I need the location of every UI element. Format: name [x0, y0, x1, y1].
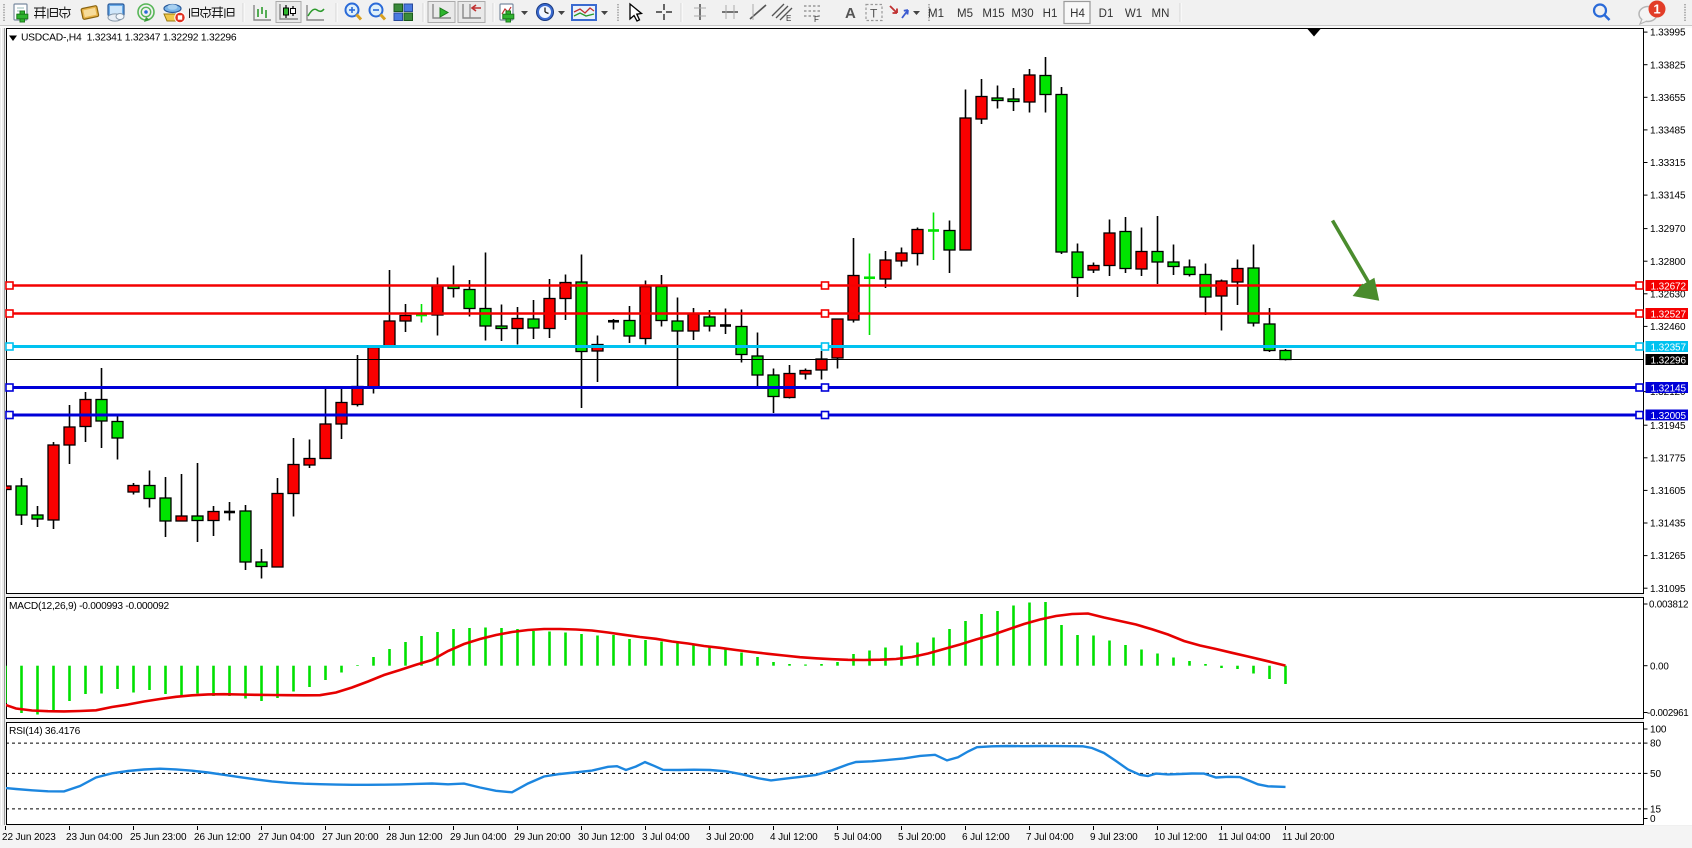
- svg-text:H1: H1: [1043, 8, 1058, 20]
- svg-text:15: 15: [1650, 805, 1661, 816]
- svg-text:23 Jun 04:00: 23 Jun 04:00: [66, 832, 123, 843]
- svg-text:M30: M30: [1011, 8, 1033, 20]
- svg-text:1.33995: 1.33995: [1650, 28, 1686, 39]
- svg-text:1.32357: 1.32357: [1651, 342, 1687, 353]
- svg-text:F: F: [814, 15, 819, 24]
- svg-text:-0.002961: -0.002961: [1647, 708, 1688, 719]
- svg-text:27 Jun 20:00: 27 Jun 20:00: [322, 832, 379, 843]
- svg-text:29 Jun 20:00: 29 Jun 20:00: [514, 832, 571, 843]
- svg-text:7 Jul 04:00: 7 Jul 04:00: [1026, 832, 1074, 843]
- svg-text:M15: M15: [982, 8, 1004, 20]
- svg-text:0.003812: 0.003812: [1649, 600, 1688, 611]
- svg-text:1.31095: 1.31095: [1650, 584, 1686, 595]
- svg-text:M5: M5: [957, 8, 973, 20]
- svg-text:4 Jul 12:00: 4 Jul 12:00: [770, 832, 818, 843]
- svg-text:22 Jun 2023: 22 Jun 2023: [2, 832, 56, 843]
- svg-text:1.32296: 1.32296: [1651, 355, 1687, 366]
- svg-text:MACD(12,26,9) -0.000993 -0.000: MACD(12,26,9) -0.000993 -0.000092: [9, 601, 170, 612]
- svg-text:1.31605: 1.31605: [1650, 486, 1686, 497]
- svg-text:E: E: [786, 14, 791, 23]
- svg-text:11 Jul 20:00: 11 Jul 20:00: [1282, 832, 1335, 843]
- svg-text:100: 100: [1650, 725, 1667, 736]
- svg-text:28 Jun 12:00: 28 Jun 12:00: [386, 832, 443, 843]
- svg-text:1.32800: 1.32800: [1650, 257, 1686, 268]
- svg-text:50: 50: [1650, 769, 1661, 780]
- svg-text:M1: M1: [928, 8, 944, 20]
- svg-text:1.32460: 1.32460: [1650, 322, 1686, 333]
- svg-text:10 Jul 12:00: 10 Jul 12:00: [1154, 832, 1208, 843]
- svg-text:1.31435: 1.31435: [1650, 519, 1686, 530]
- svg-text:1.33825: 1.33825: [1650, 60, 1686, 71]
- svg-text:0: 0: [1650, 814, 1656, 825]
- svg-text:1.31945: 1.31945: [1650, 421, 1686, 432]
- svg-text:0.00: 0.00: [1650, 661, 1669, 672]
- svg-text:25 Jun 23:00: 25 Jun 23:00: [130, 832, 187, 843]
- svg-text:1.32630: 1.32630: [1650, 289, 1686, 300]
- svg-text:1.33145: 1.33145: [1650, 191, 1686, 202]
- svg-text:W1: W1: [1125, 8, 1142, 20]
- svg-text:30 Jun 12:00: 30 Jun 12:00: [578, 832, 635, 843]
- svg-text:1.31775: 1.31775: [1650, 453, 1686, 464]
- svg-text:1.32970: 1.32970: [1650, 224, 1686, 235]
- svg-text:27 Jun 04:00: 27 Jun 04:00: [258, 832, 315, 843]
- svg-text:USDCAD-,H4 1.32341 1.32347 1.: USDCAD-,H4 1.32341 1.32347 1.32292 1.322…: [21, 33, 237, 44]
- svg-text:1.32527: 1.32527: [1651, 309, 1687, 320]
- svg-text:5 Jul 20:00: 5 Jul 20:00: [898, 832, 946, 843]
- svg-text:1.33655: 1.33655: [1650, 93, 1686, 104]
- svg-text:6 Jul 12:00: 6 Jul 12:00: [962, 832, 1010, 843]
- svg-text:9 Jul 23:00: 9 Jul 23:00: [1090, 832, 1138, 843]
- svg-text:1.32672: 1.32672: [1651, 281, 1687, 292]
- svg-text:1.31265: 1.31265: [1650, 551, 1686, 562]
- svg-text:29 Jun 04:00: 29 Jun 04:00: [450, 832, 507, 843]
- svg-text:1.32145: 1.32145: [1651, 383, 1687, 394]
- svg-text:1: 1: [1653, 2, 1660, 17]
- svg-text:A: A: [845, 5, 856, 22]
- svg-text:1.33315: 1.33315: [1650, 158, 1686, 169]
- svg-text:26 Jun 12:00: 26 Jun 12:00: [194, 832, 251, 843]
- svg-text:1.32005: 1.32005: [1651, 411, 1687, 422]
- svg-text:H4: H4: [1070, 8, 1085, 20]
- svg-text:1.33485: 1.33485: [1650, 126, 1686, 137]
- svg-text:T: T: [870, 7, 878, 21]
- svg-text:MN: MN: [1152, 8, 1170, 20]
- svg-text:3 Jul 04:00: 3 Jul 04:00: [642, 832, 690, 843]
- svg-text:RSI(14) 36.4176: RSI(14) 36.4176: [9, 726, 81, 737]
- svg-text:11 Jul 04:00: 11 Jul 04:00: [1218, 832, 1271, 843]
- svg-text:5 Jul 04:00: 5 Jul 04:00: [834, 832, 882, 843]
- svg-text:D1: D1: [1099, 8, 1114, 20]
- svg-text:80: 80: [1650, 739, 1661, 750]
- svg-text:3 Jul 20:00: 3 Jul 20:00: [706, 832, 754, 843]
